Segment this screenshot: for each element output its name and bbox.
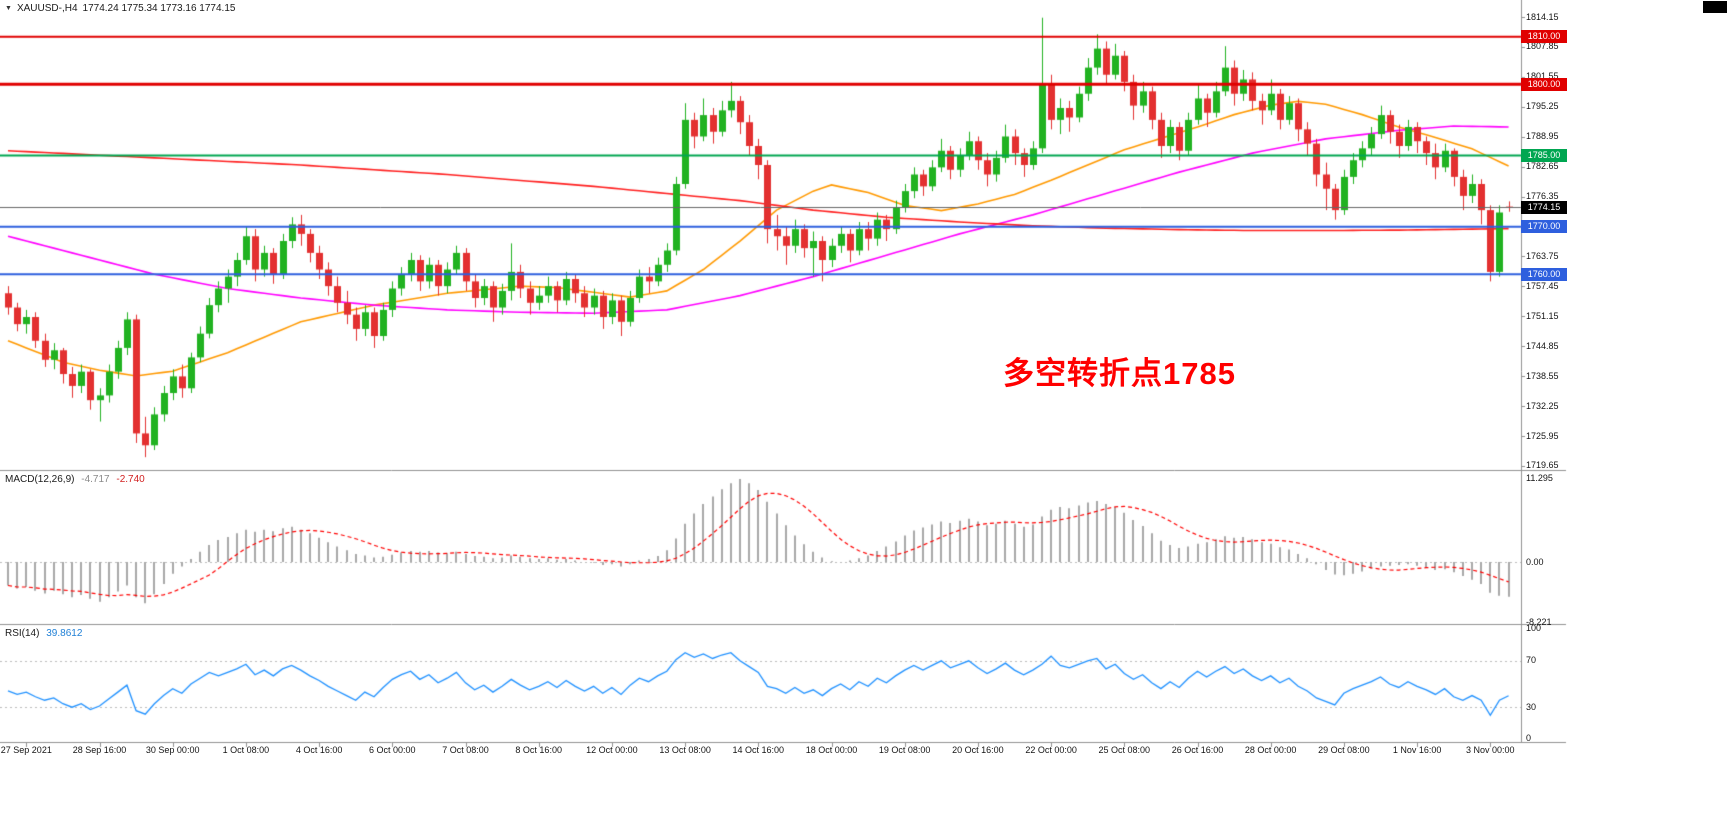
macd-axis-label: 0.00 <box>1526 556 1544 567</box>
time-axis-label: 14 Oct 16:00 <box>732 745 785 755</box>
price-axis-label: 1795.25 <box>1526 101 1559 112</box>
rsi-axis-label: 100 <box>1526 622 1542 633</box>
chart-annotation-text[interactable]: 多空转折点1785 <box>1003 356 1236 391</box>
time-axis-label: 13 Oct 08:00 <box>659 745 711 755</box>
symbol-period-label: XAUUSD-,H4 <box>16 3 78 14</box>
price-axis-label: 1763.75 <box>1526 250 1559 261</box>
time-axis-label: 1 Oct 08:00 <box>222 745 270 755</box>
price-axis-label: 1744.85 <box>1526 340 1559 351</box>
price-axis-label: 1776.35 <box>1526 191 1559 202</box>
macd-signal-value: -2.740 <box>116 474 145 485</box>
time-axis-label: 4 Oct 16:00 <box>295 745 343 755</box>
symbol-info-bar: ▼ XAUUSD-,H4 1774.24 1775.34 1773.16 177… <box>5 3 235 14</box>
symbol-dropdown-icon[interactable]: ▼ <box>5 4 12 12</box>
time-axis-label: 20 Oct 16:00 <box>952 745 1004 755</box>
time-axis-label: 28 Sep 16:00 <box>72 745 127 755</box>
time-axis-label: 8 Oct 16:00 <box>515 745 562 755</box>
price-axis-label: 1757.45 <box>1526 280 1559 291</box>
time-axis-label: 29 Oct 08:00 <box>1318 745 1370 755</box>
macd-axis-label: 11.295 <box>1526 473 1553 484</box>
macd-main-value: -4.717 <box>81 474 110 485</box>
price-line-tag[interactable]: 1810.00 <box>1521 30 1567 44</box>
price-axis-label: 1719.65 <box>1526 460 1559 471</box>
macd-title: MACD(12,26,9) <box>5 474 75 485</box>
time-axis-label: 19 Oct 08:00 <box>878 745 931 755</box>
time-axis-label: 26 Oct 16:00 <box>1171 745 1224 755</box>
time-axis-label: 18 Oct 00:00 <box>805 745 858 755</box>
price-axis-label: 1751.15 <box>1526 310 1559 321</box>
rsi-axis-label: 0 <box>1526 732 1532 743</box>
price-axis-label: 1788.95 <box>1526 131 1559 142</box>
price-axis-label: 1814.15 <box>1526 11 1559 22</box>
price-line-tag[interactable]: 1760.00 <box>1521 267 1567 281</box>
time-axis-label: 22 Oct 00:00 <box>1025 745 1077 755</box>
price-axis-label: 1807.85 <box>1526 41 1559 52</box>
top-right-scrollbar-fragment <box>1703 1 1727 13</box>
time-axis-label: 6 Oct 00:00 <box>369 745 416 755</box>
macd-indicator-label: MACD(12,26,9) -4.717 -2.740 <box>5 474 149 485</box>
time-axis-label: 1 Nov 16:00 <box>1392 745 1442 755</box>
time-axis-label: 12 Oct 00:00 <box>586 745 638 755</box>
price-line-tag[interactable]: 1785.00 <box>1521 148 1567 162</box>
rsi-axis-label: 70 <box>1526 655 1537 666</box>
price-line-tag[interactable]: 1770.00 <box>1521 220 1567 234</box>
ohlc-values: 1774.24 1775.34 1773.16 1774.15 <box>82 3 236 14</box>
price-axis-label: 1732.25 <box>1526 400 1559 411</box>
rsi-value: 39.8612 <box>46 628 83 639</box>
price-line-tag[interactable]: 1774.15 <box>1521 200 1567 214</box>
rsi-axis-label: 30 <box>1526 701 1537 712</box>
rsi-title: RSI(14) <box>5 628 40 639</box>
time-axis-label: 7 Oct 08:00 <box>442 745 489 755</box>
time-axis-label: 28 Oct 00:00 <box>1244 745 1297 755</box>
price-axis-label: 1725.95 <box>1526 430 1559 441</box>
price-axis-label: 1738.55 <box>1526 370 1559 381</box>
price-axis-label: 1801.55 <box>1526 71 1559 82</box>
macd-axis-label: -8.221 <box>1526 616 1552 627</box>
rsi-indicator-label: RSI(14) 39.8612 <box>5 628 86 639</box>
time-axis-label: 3 Nov 00:00 <box>1466 745 1515 755</box>
time-axis-label: 30 Sep 00:00 <box>145 745 200 755</box>
price-axis-label: 1782.65 <box>1526 161 1559 172</box>
time-axis-label: 25 Oct 08:00 <box>1098 745 1151 755</box>
price-line-tag[interactable]: 1800.00 <box>1521 77 1567 91</box>
time-axis-label: 27 Sep 2021 <box>0 745 52 755</box>
